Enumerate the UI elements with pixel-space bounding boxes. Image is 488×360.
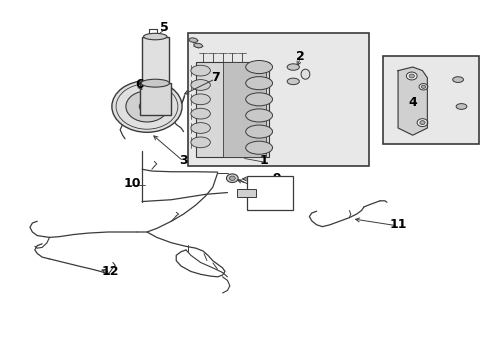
Polygon shape bbox=[397, 67, 427, 135]
Ellipse shape bbox=[455, 104, 466, 109]
Circle shape bbox=[420, 85, 425, 88]
Ellipse shape bbox=[143, 33, 166, 40]
Text: 5: 5 bbox=[160, 21, 168, 34]
Ellipse shape bbox=[245, 93, 272, 106]
Circle shape bbox=[408, 74, 414, 78]
Circle shape bbox=[419, 121, 424, 125]
Circle shape bbox=[406, 72, 416, 80]
Circle shape bbox=[112, 81, 182, 132]
Circle shape bbox=[125, 91, 168, 122]
Bar bbox=[383, 56, 478, 144]
Text: 7: 7 bbox=[210, 71, 219, 84]
Text: 1: 1 bbox=[259, 154, 268, 167]
Ellipse shape bbox=[301, 69, 309, 79]
Text: 11: 11 bbox=[388, 218, 406, 231]
Bar bbox=[237, 189, 255, 197]
Text: 3: 3 bbox=[179, 154, 187, 167]
Bar bbox=[140, 83, 171, 116]
Text: 10: 10 bbox=[123, 177, 141, 190]
Ellipse shape bbox=[245, 125, 272, 138]
Bar bbox=[222, 62, 266, 157]
Ellipse shape bbox=[190, 123, 210, 134]
Ellipse shape bbox=[188, 38, 197, 42]
Bar bbox=[142, 37, 168, 83]
Text: 6: 6 bbox=[135, 78, 143, 91]
Circle shape bbox=[416, 119, 427, 127]
Ellipse shape bbox=[190, 65, 210, 76]
Ellipse shape bbox=[190, 94, 210, 105]
Text: 8: 8 bbox=[279, 190, 287, 203]
Bar bbox=[188, 33, 368, 166]
Ellipse shape bbox=[141, 79, 169, 87]
Circle shape bbox=[139, 101, 154, 112]
Ellipse shape bbox=[193, 43, 202, 48]
Bar bbox=[246, 176, 293, 211]
Text: 12: 12 bbox=[102, 265, 119, 278]
Ellipse shape bbox=[190, 80, 210, 90]
Circle shape bbox=[226, 174, 238, 183]
Ellipse shape bbox=[245, 109, 272, 122]
Circle shape bbox=[229, 176, 235, 180]
Circle shape bbox=[418, 84, 427, 90]
Ellipse shape bbox=[245, 60, 272, 73]
Ellipse shape bbox=[190, 137, 210, 148]
Text: 4: 4 bbox=[407, 96, 416, 109]
Ellipse shape bbox=[245, 141, 272, 154]
Text: 2: 2 bbox=[296, 50, 305, 63]
Ellipse shape bbox=[190, 108, 210, 119]
Ellipse shape bbox=[286, 64, 299, 70]
Ellipse shape bbox=[452, 77, 463, 82]
Bar bbox=[195, 62, 268, 157]
Text: 9: 9 bbox=[271, 172, 280, 185]
Ellipse shape bbox=[245, 77, 272, 90]
Ellipse shape bbox=[286, 78, 299, 85]
